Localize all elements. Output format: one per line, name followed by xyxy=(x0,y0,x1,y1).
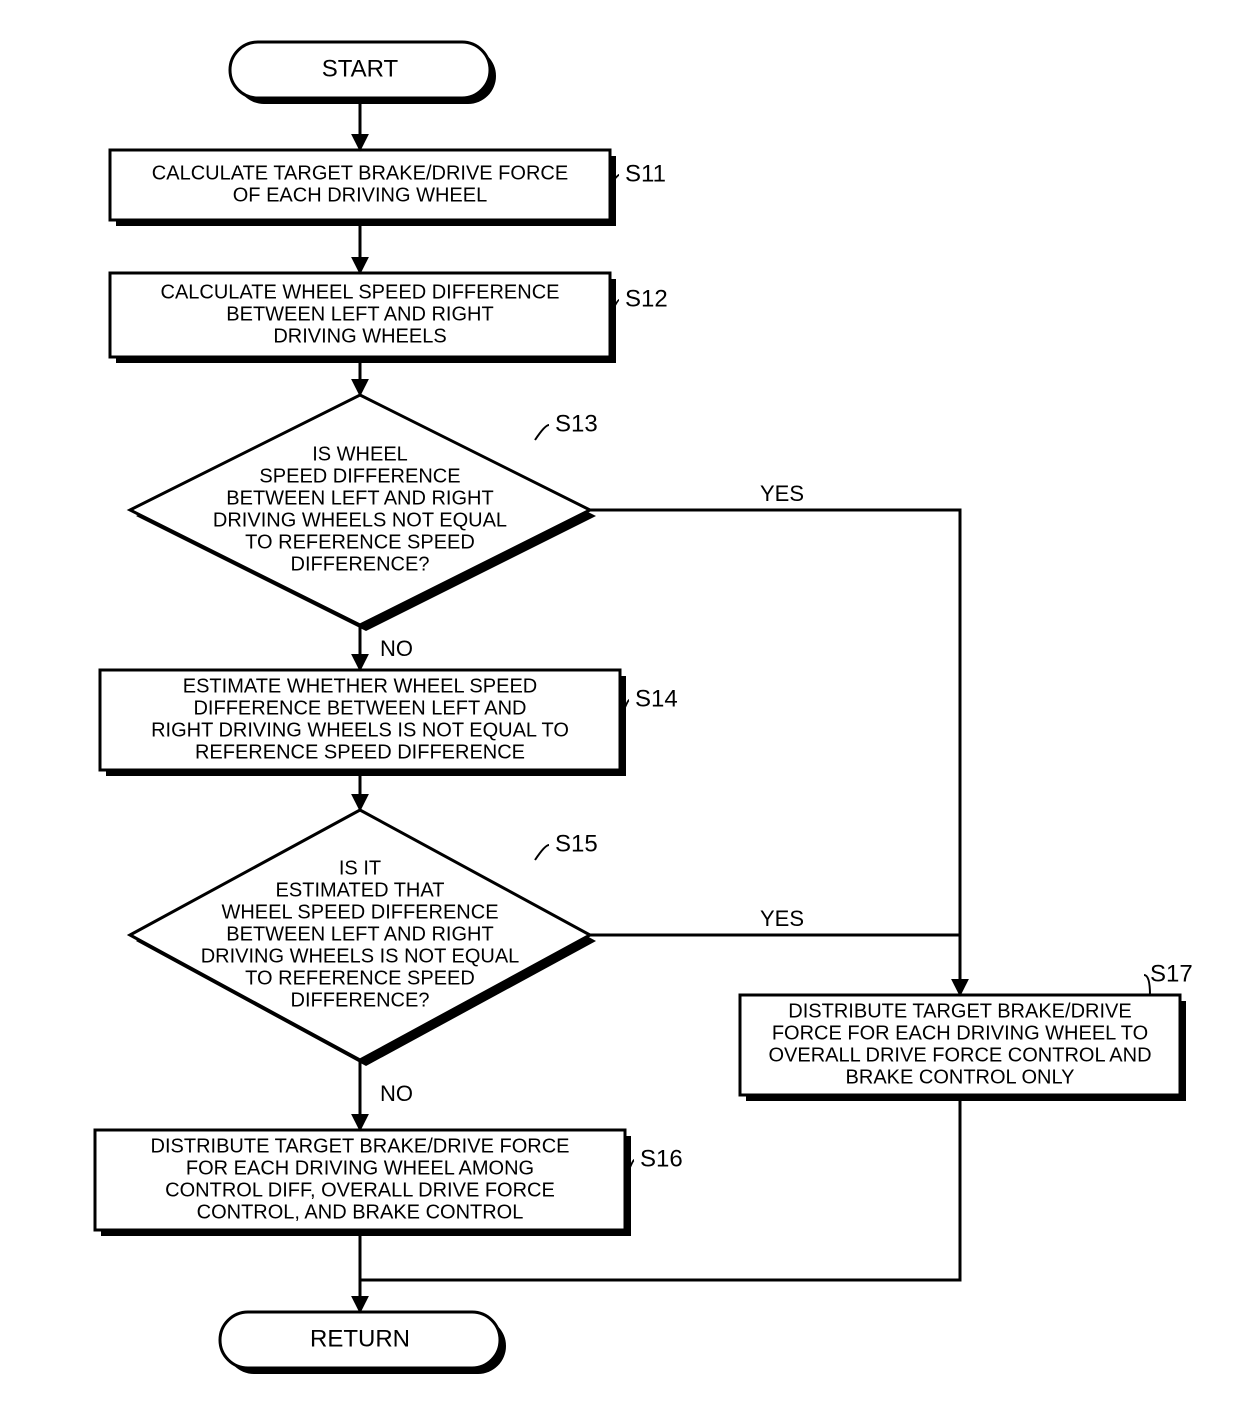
node-text: FORCE FOR EACH DRIVING WHEEL TO xyxy=(772,1022,1148,1044)
node-text: SPEED DIFFERENCE xyxy=(259,465,460,487)
node-text: CONTROL DIFF, OVERALL DRIVE FORCE xyxy=(165,1179,555,1201)
node-text: RIGHT DRIVING WHEELS IS NOT EQUAL TO xyxy=(151,719,569,741)
node-text: DISTRIBUTE TARGET BRAKE/DRIVE xyxy=(788,1000,1131,1022)
terminator: START xyxy=(230,42,496,104)
node-text: CALCULATE TARGET BRAKE/DRIVE FORCE xyxy=(152,162,568,184)
node-text: TO REFERENCE SPEED xyxy=(245,531,475,553)
step-label: S13 xyxy=(555,410,598,437)
node-text: ESTIMATE WHETHER WHEEL SPEED xyxy=(183,675,537,697)
edge-label: YES xyxy=(760,906,804,931)
process-box: CALCULATE TARGET BRAKE/DRIVE FORCEOF EAC… xyxy=(110,150,616,226)
step-label: S16 xyxy=(640,1145,683,1172)
decision-diamond: IS ITESTIMATED THATWHEEL SPEED DIFFERENC… xyxy=(130,810,596,1066)
step-label: S15 xyxy=(555,830,598,857)
node-text: CALCULATE WHEEL SPEED DIFFERENCE xyxy=(161,281,560,303)
node-text: BETWEEN LEFT AND RIGHT xyxy=(226,487,493,509)
node-text: RETURN xyxy=(310,1325,410,1352)
step-label: S11 xyxy=(625,160,666,187)
node-text: WHEEL SPEED DIFFERENCE xyxy=(221,901,498,923)
node-text: DRIVING WHEELS IS NOT EQUAL xyxy=(201,945,520,967)
node-text: TO REFERENCE SPEED xyxy=(245,967,475,989)
node-text: REFERENCE SPEED DIFFERENCE xyxy=(195,741,525,763)
step-label-hook xyxy=(535,425,549,440)
node-text: DRIVING WHEELS NOT EQUAL xyxy=(213,509,507,531)
node-text: DRIVING WHEELS xyxy=(273,325,446,347)
node-text: START xyxy=(322,55,399,82)
step-label: S12 xyxy=(625,285,668,312)
edge-label: NO xyxy=(380,1081,413,1106)
node-text: BETWEEN LEFT AND RIGHT xyxy=(226,303,493,325)
step-label: S14 xyxy=(635,685,678,712)
node-text: OVERALL DRIVE FORCE CONTROL AND xyxy=(768,1044,1151,1066)
edge-label: NO xyxy=(380,636,413,661)
process-box: ESTIMATE WHETHER WHEEL SPEEDDIFFERENCE B… xyxy=(100,670,626,776)
process-box: DISTRIBUTE TARGET BRAKE/DRIVE FORCEFOR E… xyxy=(95,1130,631,1236)
decision-diamond: IS WHEELSPEED DIFFERENCEBETWEEN LEFT AND… xyxy=(130,395,596,631)
process-box: CALCULATE WHEEL SPEED DIFFERENCEBETWEEN … xyxy=(110,273,616,363)
node-text: ESTIMATED THAT xyxy=(276,879,445,901)
process-box: DISTRIBUTE TARGET BRAKE/DRIVEFORCE FOR E… xyxy=(740,995,1186,1101)
node-text: DIFFERENCE? xyxy=(291,553,430,575)
node-text: OF EACH DRIVING WHEEL xyxy=(233,184,487,206)
node-text: BETWEEN LEFT AND RIGHT xyxy=(226,923,493,945)
node-text: IS IT xyxy=(339,857,381,879)
node-text: CONTROL, AND BRAKE CONTROL xyxy=(197,1201,524,1223)
step-label: S17 xyxy=(1150,960,1193,987)
node-text: DIFFERENCE BETWEEN LEFT AND xyxy=(193,697,526,719)
node-text: FOR EACH DRIVING WHEEL AMONG xyxy=(186,1157,534,1179)
terminator: RETURN xyxy=(220,1312,506,1374)
step-label-hook xyxy=(535,845,549,860)
node-text: BRAKE CONTROL ONLY xyxy=(846,1066,1075,1088)
node-text: IS WHEEL xyxy=(312,443,408,465)
node-text: DIFFERENCE? xyxy=(291,989,430,1011)
edge-label: YES xyxy=(760,481,804,506)
node-text: DISTRIBUTE TARGET BRAKE/DRIVE FORCE xyxy=(151,1135,570,1157)
